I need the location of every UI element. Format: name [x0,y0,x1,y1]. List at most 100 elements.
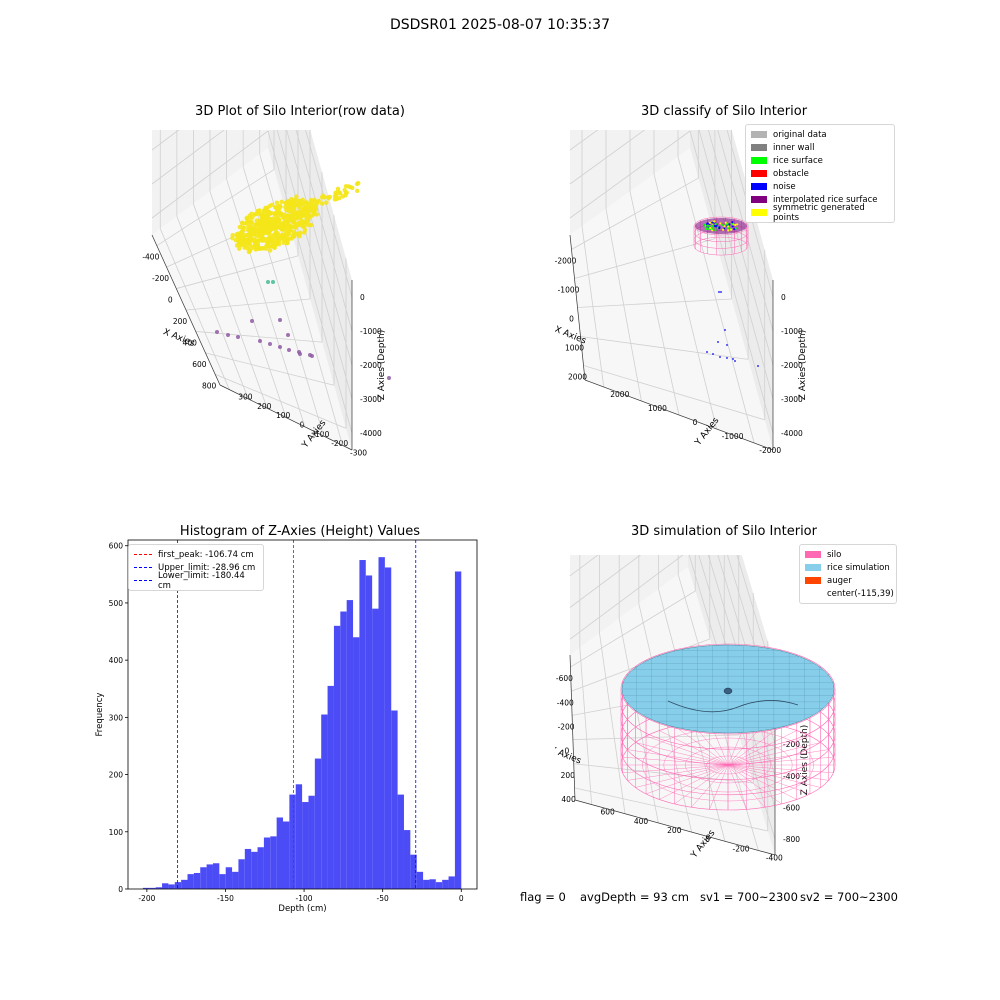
raw-point [282,212,287,217]
status-avg-depth: avgDepth = 93 cm [580,890,689,904]
noise-point [717,341,719,343]
silo-floor-ring [706,755,750,775]
raw-point [325,195,331,200]
raw-point [296,198,301,204]
p2-x-axis [569,234,586,381]
raw-point [284,222,290,228]
status-sv2: sv2 = 700~2300 [800,890,898,904]
raw-point-low [287,348,291,352]
panel2-title: 3D classify of Silo Interior [640,104,808,119]
raw-point [277,210,283,216]
rice-contour [667,700,799,713]
silo-floor-ring [663,737,793,793]
raw-point [269,243,274,249]
raw-point [235,235,240,240]
legend-item-upper-limit: Upper_limit: -28.96 cm [134,561,258,574]
hist-bar [429,879,436,889]
legend-item-obstacle: obstacle [751,167,889,180]
p4-grid-z-right [736,555,776,681]
raw-point [273,239,279,245]
p4-x-axis [569,654,576,801]
raw-point [314,212,319,217]
p2-grid-z-right [717,130,774,332]
p1-grid-z-right [276,130,353,400]
p1-ztick: -3000 [360,395,382,404]
classified-point [727,225,730,228]
legend-item-interpolated: interpolated rice surface [751,193,889,206]
raw-point [262,216,268,221]
hist-bar [353,637,360,889]
p1-xlabel: X Axies [161,327,196,349]
p1-grid-y [193,203,268,409]
raw-point [273,224,279,230]
raw-point-low [268,342,272,346]
p1-grid-z-left [151,130,269,219]
p4-grid-z-left [569,555,599,577]
raw-point [280,237,286,242]
legend-item-rice-surface: rice surface [751,154,889,167]
classified-point [724,221,727,224]
classified-point [706,224,709,227]
hist-bar [142,887,150,889]
raw-point [293,225,299,230]
raw-point [247,213,253,218]
p2-ytick: -1000 [722,432,744,441]
raw-point [246,239,252,244]
raw-point [289,202,294,207]
hist-ytick-label: 500 [109,599,124,608]
raw-point-low [286,333,290,337]
hist-bar [308,795,315,889]
raw-point [256,222,261,227]
raw-point [354,181,360,187]
p1-xtick: 800 [202,381,217,390]
raw-point [242,245,247,250]
silo-floor-spoke [674,764,729,805]
raw-point [285,218,290,224]
raw-point [252,229,257,235]
p1-grid-y [259,154,343,446]
raw-point [279,199,284,204]
raw-point [308,198,314,203]
p1-grid-z-left [151,130,225,185]
raw-point [265,228,270,234]
classified-point [714,223,717,226]
raw-point [256,238,261,244]
p4-ztick: -800 [783,835,800,844]
noise-point [719,356,721,358]
noise-point [718,291,720,293]
p4-grid-y [618,618,659,823]
simulation-legend: silo rice simulation auger center(-115,3… [799,544,897,604]
classified-point [716,226,719,229]
center-marker [723,687,733,695]
raw-point [297,234,302,239]
p4-grid-x [574,787,768,832]
p4-grid-y [579,647,593,805]
hist-bar [359,560,366,889]
hist-ytick-label: 300 [109,713,124,722]
silo-floor-spoke [645,764,729,795]
classified-point [734,223,737,227]
legend-item-inner-wall: inner wall [751,141,889,154]
hist-bar [162,883,169,889]
p1-ztick: -1000 [360,327,382,336]
p4-ztick: -200 [783,740,800,749]
p4-ytick: 600 [601,808,616,817]
p1-ytick: 300 [238,393,253,402]
p4-ytick: 0 [705,835,710,844]
hist-ytick-label: 400 [109,656,124,665]
raw-point-low [297,350,301,354]
p4-grid-x [570,590,696,668]
raw-point-low [258,339,262,343]
hist-bar [200,867,207,889]
p2-pane-floor [570,148,773,450]
p1-ytick: 100 [276,411,291,420]
raw-point [259,212,264,217]
raw-point [268,248,273,253]
raw-point [324,200,329,205]
hist-bar [333,625,341,889]
hist-bar [225,867,233,889]
raw-point [312,205,317,210]
classified-point [703,223,706,226]
raw-point [263,205,268,211]
p1-grid-y [176,216,249,400]
